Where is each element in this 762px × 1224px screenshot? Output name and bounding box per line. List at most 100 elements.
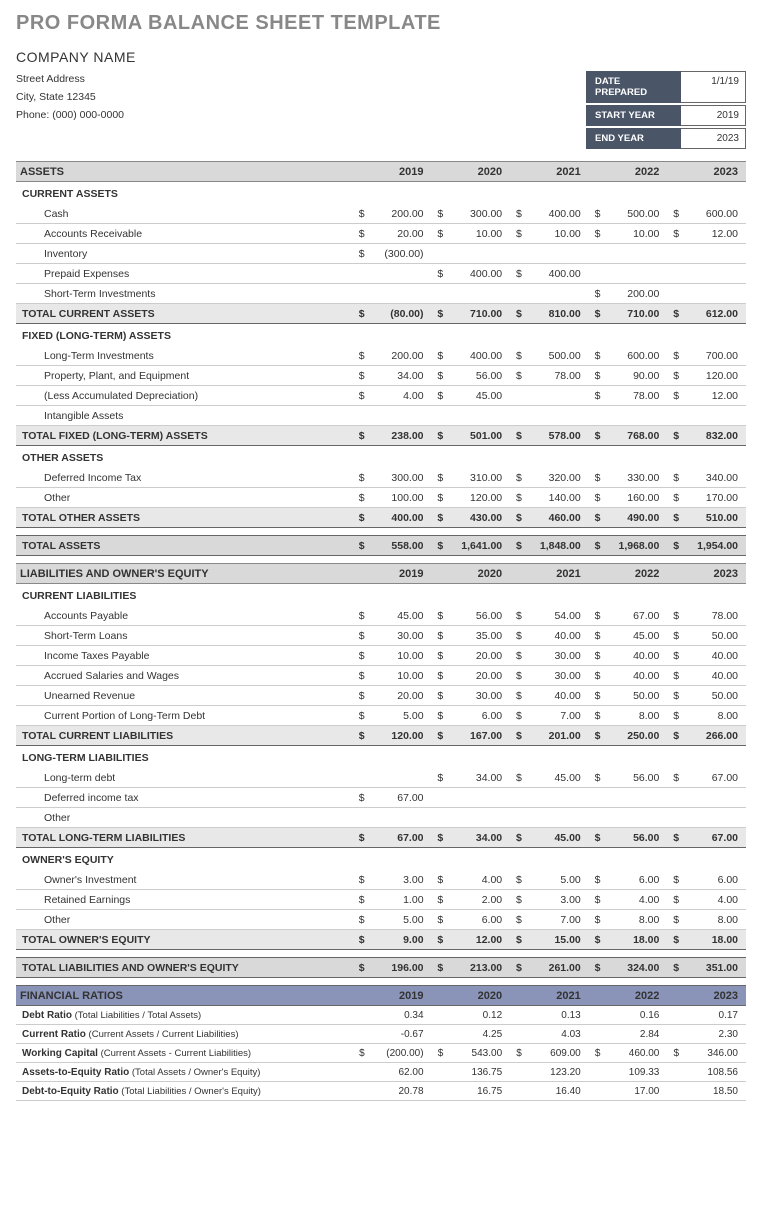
value-cell: 56.00: [604, 768, 667, 788]
line-item: Deferred income tax$67.00: [16, 788, 746, 808]
value-cell: 45.00: [526, 828, 589, 848]
currency-symbol: $: [510, 426, 526, 446]
currency-symbol: $: [589, 224, 605, 244]
currency-symbol: $: [510, 264, 526, 284]
value-cell: 250.00: [604, 726, 667, 746]
currency-symbol: $: [589, 890, 605, 910]
value-cell: 500.00: [526, 346, 589, 366]
sub-header: CURRENT ASSETS: [16, 182, 746, 205]
currency-symbol: $: [432, 224, 448, 244]
currency-symbol: $: [589, 386, 605, 406]
line-item: (Less Accumulated Depreciation)$4.00$45.…: [16, 386, 746, 406]
currency-symbol: $: [353, 224, 369, 244]
currency-symbol: $: [667, 1044, 683, 1063]
line-item: Property, Plant, and Equipment$34.00$56.…: [16, 366, 746, 386]
currency-symbol: $: [510, 646, 526, 666]
currency-symbol: [432, 244, 448, 264]
section-header: FINANCIAL RATIOS20192020202120222023: [16, 986, 746, 1006]
value-cell: 558.00: [369, 536, 432, 556]
value-cell: 238.00: [369, 426, 432, 446]
value-cell: 4.00: [447, 870, 510, 890]
currency-symbol: $: [353, 828, 369, 848]
value-cell: 1,641.00: [447, 536, 510, 556]
currency-symbol: $: [353, 488, 369, 508]
value-cell: 160.00: [604, 488, 667, 508]
value-cell: 136.75: [447, 1063, 510, 1082]
currency-symbol: $: [353, 366, 369, 386]
value-cell: 120.00: [369, 726, 432, 746]
page-title: PRO FORMA BALANCE SHEET TEMPLATE: [16, 12, 746, 35]
value-cell: 490.00: [604, 508, 667, 528]
value-cell: 123.20: [526, 1063, 589, 1082]
currency-symbol: [353, 1025, 369, 1044]
currency-symbol: $: [432, 204, 448, 224]
line-item: Short-Term Investments$200.00: [16, 284, 746, 304]
currency-symbol: $: [432, 930, 448, 950]
currency-symbol: $: [353, 426, 369, 446]
total-row: TOTAL FIXED (LONG-TERM) ASSETS$238.00$50…: [16, 426, 746, 446]
value-cell: 167.00: [447, 726, 510, 746]
currency-symbol: [510, 406, 526, 426]
value-cell: 56.00: [447, 366, 510, 386]
currency-symbol: $: [589, 346, 605, 366]
value-cell: 600.00: [604, 346, 667, 366]
currency-symbol: [667, 788, 683, 808]
sub-header: LONG-TERM LIABILITIES: [16, 746, 746, 769]
line-item: Long-term debt$34.00$45.00$56.00$67.00: [16, 768, 746, 788]
value-cell: (300.00): [369, 244, 432, 264]
currency-symbol: $: [589, 828, 605, 848]
currency-symbol: $: [432, 646, 448, 666]
currency-symbol: $: [353, 958, 369, 978]
currency-symbol: [510, 386, 526, 406]
section-header: LIABILITIES AND OWNER'S EQUITY2019202020…: [16, 564, 746, 584]
value-cell: 78.00: [604, 386, 667, 406]
value-cell: 10.00: [604, 224, 667, 244]
currency-symbol: [667, 406, 683, 426]
value-cell: 261.00: [526, 958, 589, 978]
line-item: Short-Term Loans$30.00$35.00$40.00$45.00…: [16, 626, 746, 646]
value-cell: (80.00): [369, 304, 432, 324]
currency-symbol: $: [589, 686, 605, 706]
currency-symbol: $: [667, 768, 683, 788]
currency-symbol: [667, 284, 683, 304]
ratio-row: Current Ratio (Current Assets / Current …: [16, 1025, 746, 1044]
value-cell: 100.00: [369, 488, 432, 508]
value-cell: 30.00: [526, 666, 589, 686]
currency-symbol: $: [432, 958, 448, 978]
value-cell: 4.00: [604, 890, 667, 910]
currency-symbol: [667, 808, 683, 828]
value-cell: [369, 284, 432, 304]
currency-symbol: $: [353, 386, 369, 406]
sub-header: FIXED (LONG-TERM) ASSETS: [16, 324, 746, 347]
currency-symbol: $: [667, 468, 683, 488]
currency-symbol: $: [667, 910, 683, 930]
currency-symbol: [510, 788, 526, 808]
currency-symbol: $: [510, 488, 526, 508]
value-cell: 56.00: [447, 606, 510, 626]
value-cell: 196.00: [369, 958, 432, 978]
value-cell: 10.00: [369, 666, 432, 686]
currency-symbol: [353, 768, 369, 788]
currency-symbol: $: [667, 386, 683, 406]
line-item: Owner's Investment$3.00$4.00$5.00$6.00$6…: [16, 870, 746, 890]
value-cell: 16.40: [526, 1082, 589, 1101]
currency-symbol: [353, 1006, 369, 1025]
value-cell: [683, 264, 746, 284]
currency-symbol: $: [353, 870, 369, 890]
meta-start-label: START YEAR: [586, 105, 681, 126]
currency-symbol: $: [667, 426, 683, 446]
currency-symbol: $: [432, 910, 448, 930]
value-cell: 108.56: [683, 1063, 746, 1082]
currency-symbol: [667, 1063, 683, 1082]
total-row: TOTAL ASSETS$558.00$1,641.00$1,848.00$1,…: [16, 536, 746, 556]
line-item: Unearned Revenue$20.00$30.00$40.00$50.00…: [16, 686, 746, 706]
currency-symbol: [589, 264, 605, 284]
currency-symbol: $: [353, 244, 369, 264]
value-cell: 300.00: [369, 468, 432, 488]
value-cell: 2.84: [604, 1025, 667, 1044]
currency-symbol: $: [589, 508, 605, 528]
currency-symbol: $: [589, 666, 605, 686]
line-item: Other$5.00$6.00$7.00$8.00$8.00: [16, 910, 746, 930]
currency-symbol: $: [353, 890, 369, 910]
currency-symbol: [353, 264, 369, 284]
